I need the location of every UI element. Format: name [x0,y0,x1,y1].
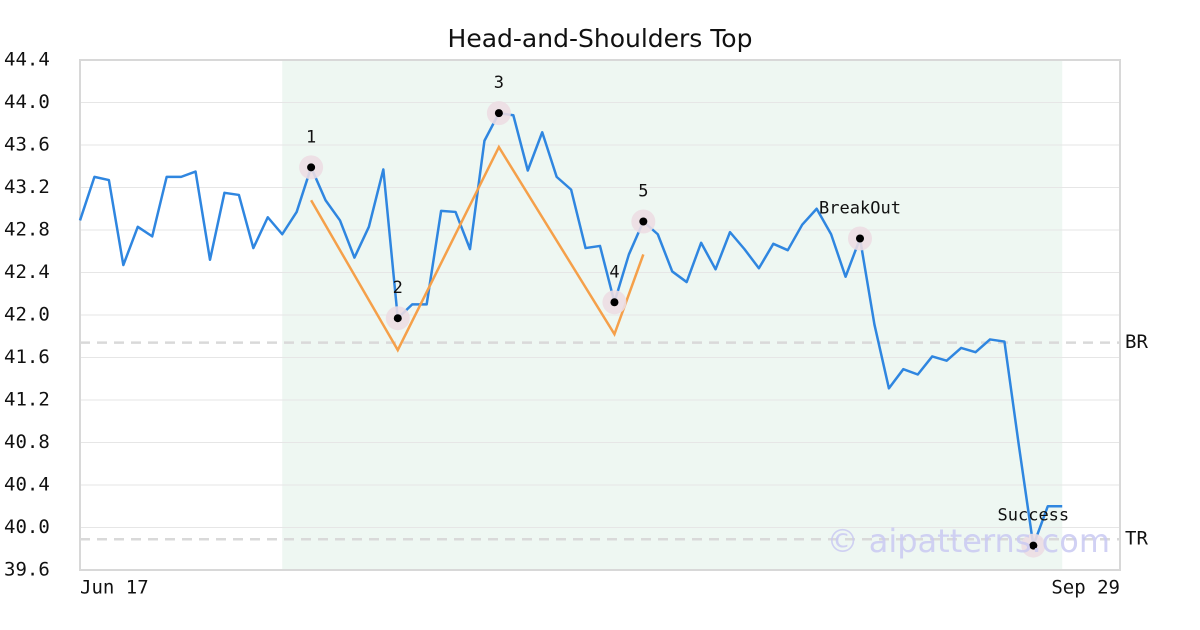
y-tick-label: 41.6 [4,346,50,368]
point-dot [393,314,402,323]
y-tick-label: 42.4 [4,261,50,283]
level-label: TR [1125,528,1148,550]
point-dot [639,217,648,226]
y-tick-label: 40.4 [4,474,50,496]
y-tick-label: 44.4 [4,49,50,71]
level-label: BR [1125,331,1148,353]
x-tick-label: Sep 29 [1051,577,1120,599]
y-tick-label: 41.2 [4,389,50,411]
y-tick-label: 42.8 [4,219,50,241]
y-tick-label: 40.0 [4,516,50,538]
y-tick-label: 44.0 [4,91,50,113]
point-label: 2 [393,278,403,298]
point-dot [1029,541,1038,550]
point-label: Success [998,506,1070,526]
point-label: 3 [494,73,504,93]
point-dot [307,163,316,172]
point-label: BreakOut [819,199,901,219]
y-tick-label: 43.2 [4,176,50,198]
chart-title: Head-and-Shoulders Top [448,24,753,53]
y-tick-label: 39.6 [4,559,50,581]
point-label: 5 [638,182,648,202]
y-tick-label: 43.6 [4,134,50,156]
point-dot [494,109,503,118]
point-dot [610,298,619,307]
x-tick-label: Jun 17 [80,577,149,599]
y-tick-label: 40.8 [4,431,50,453]
y-tick-label: 42.0 [4,304,50,326]
point-dot [856,234,864,243]
plot-frame [79,59,1121,571]
price-line [78,111,1063,547]
point-label: 1 [306,127,316,147]
watermark: © aipatterns.com [827,522,1110,560]
point-label: 4 [609,262,619,282]
